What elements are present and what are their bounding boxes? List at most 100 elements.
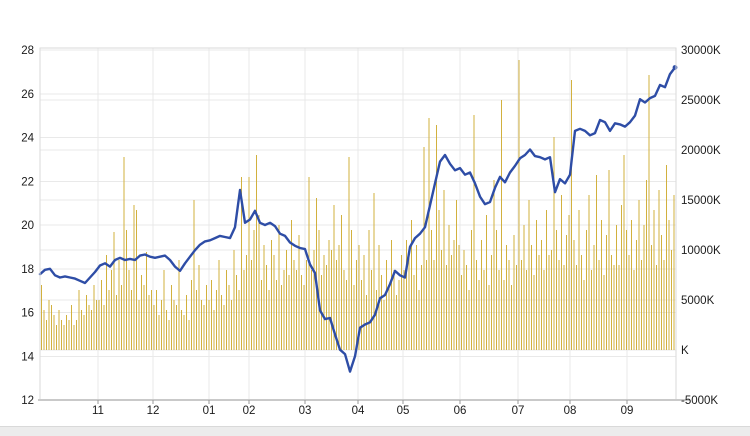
volume-bar[interactable] <box>365 295 368 350</box>
volume-bar[interactable] <box>460 275 463 350</box>
volume-bar[interactable] <box>428 118 430 350</box>
volume-bar[interactable] <box>260 280 263 350</box>
volume-bar[interactable] <box>73 325 75 350</box>
volume-bar[interactable] <box>573 240 575 350</box>
volume-bar[interactable] <box>70 305 73 350</box>
volume-bar[interactable] <box>520 260 523 350</box>
volume-bar[interactable] <box>470 230 473 350</box>
volume-bar[interactable] <box>350 230 353 350</box>
volume-bar[interactable] <box>213 310 215 350</box>
volume-bar[interactable] <box>228 285 230 350</box>
volume-bar[interactable] <box>250 260 253 350</box>
volume-bar[interactable] <box>265 265 268 350</box>
volume-bar[interactable] <box>65 315 68 350</box>
volume-bar[interactable] <box>590 270 593 350</box>
volume-bar[interactable] <box>420 265 423 350</box>
volume-bar[interactable] <box>543 270 545 350</box>
volume-bar[interactable] <box>663 260 665 350</box>
volume-bar[interactable] <box>603 275 605 350</box>
volume-bar[interactable] <box>410 220 413 350</box>
volume-bar[interactable] <box>368 230 370 350</box>
volume-bar[interactable] <box>53 315 55 350</box>
volume-bar[interactable] <box>580 255 583 350</box>
volume-bar[interactable] <box>60 320 63 350</box>
volume-bar[interactable] <box>445 265 448 350</box>
volume-bar[interactable] <box>338 245 340 350</box>
volume-bar[interactable] <box>173 300 175 350</box>
volume-bar[interactable] <box>120 285 123 350</box>
volume-bar[interactable] <box>623 155 625 350</box>
volume-bar[interactable] <box>225 270 228 350</box>
volume-bar[interactable] <box>78 290 80 350</box>
volume-bar[interactable] <box>270 240 273 350</box>
volume-bar[interactable] <box>98 300 100 350</box>
volume-bar[interactable] <box>218 260 220 350</box>
volume-bar[interactable] <box>518 60 520 350</box>
volume-bar[interactable] <box>453 240 455 350</box>
volume-bar[interactable] <box>93 285 95 350</box>
volume-bar[interactable] <box>513 235 515 350</box>
volume-bar[interactable] <box>340 215 343 350</box>
volume-bar[interactable] <box>195 290 198 350</box>
volume-bar[interactable] <box>315 198 318 350</box>
volume-bar[interactable] <box>560 195 563 350</box>
volume-bar[interactable] <box>133 205 135 350</box>
volume-bar[interactable] <box>455 200 458 350</box>
volume-bar[interactable] <box>85 295 88 350</box>
volume-bar[interactable] <box>375 290 378 350</box>
volume-bar[interactable] <box>575 265 578 350</box>
volume-bar[interactable] <box>500 100 503 350</box>
volume-bar[interactable] <box>360 280 363 350</box>
volume-bar[interactable] <box>95 300 98 350</box>
volume-bar[interactable] <box>633 270 635 350</box>
volume-bar[interactable] <box>595 175 598 350</box>
volume-bar[interactable] <box>390 240 393 350</box>
volume-bar[interactable] <box>58 310 60 350</box>
volume-bar[interactable] <box>568 215 570 350</box>
volume-bar[interactable] <box>388 285 390 350</box>
volume-bar[interactable] <box>655 265 658 350</box>
volume-bar[interactable] <box>463 250 465 350</box>
volume-bar[interactable] <box>318 230 320 350</box>
volume-bar[interactable] <box>175 305 178 350</box>
volume-bar[interactable] <box>208 300 210 350</box>
volume-bar[interactable] <box>508 260 510 350</box>
volume-bar[interactable] <box>153 305 155 350</box>
volume-bar[interactable] <box>355 260 358 350</box>
volume-bar[interactable] <box>658 190 660 350</box>
volume-bar[interactable] <box>448 225 450 350</box>
volume-bar[interactable] <box>145 252 148 350</box>
volume-bar[interactable] <box>103 305 105 350</box>
volume-bar[interactable] <box>393 270 395 350</box>
volume-bar[interactable] <box>135 210 138 350</box>
volume-bar[interactable] <box>183 315 185 350</box>
volume-bar[interactable] <box>248 177 250 350</box>
volume-bar[interactable] <box>668 220 670 350</box>
volume-bar[interactable] <box>555 230 558 350</box>
volume-bar[interactable] <box>648 75 650 350</box>
volume-bar[interactable] <box>345 280 348 350</box>
volume-bar[interactable] <box>40 285 43 350</box>
volume-bar[interactable] <box>295 270 298 350</box>
volume-bar[interactable] <box>245 255 248 350</box>
volume-bar[interactable] <box>548 255 550 350</box>
volume-bar[interactable] <box>383 300 385 350</box>
volume-bar[interactable] <box>398 280 400 350</box>
volume-bar[interactable] <box>290 220 293 350</box>
volume-bar[interactable] <box>325 265 328 350</box>
volume-bar[interactable] <box>110 270 113 350</box>
volume-bar[interactable] <box>330 250 333 350</box>
volume-bar[interactable] <box>238 290 240 350</box>
volume-bar[interactable] <box>610 255 613 350</box>
volume-bar[interactable] <box>143 285 145 350</box>
volume-bar[interactable] <box>378 245 380 350</box>
volume-bar[interactable] <box>278 225 280 350</box>
volume-bar[interactable] <box>323 255 325 350</box>
volume-bar[interactable] <box>298 235 300 350</box>
volume-bar[interactable] <box>205 285 208 350</box>
volume-bar[interactable] <box>268 290 270 350</box>
volume-bar[interactable] <box>160 300 163 350</box>
volume-bar[interactable] <box>158 315 160 350</box>
volume-bar[interactable] <box>598 260 600 350</box>
volume-bar[interactable] <box>630 220 633 350</box>
